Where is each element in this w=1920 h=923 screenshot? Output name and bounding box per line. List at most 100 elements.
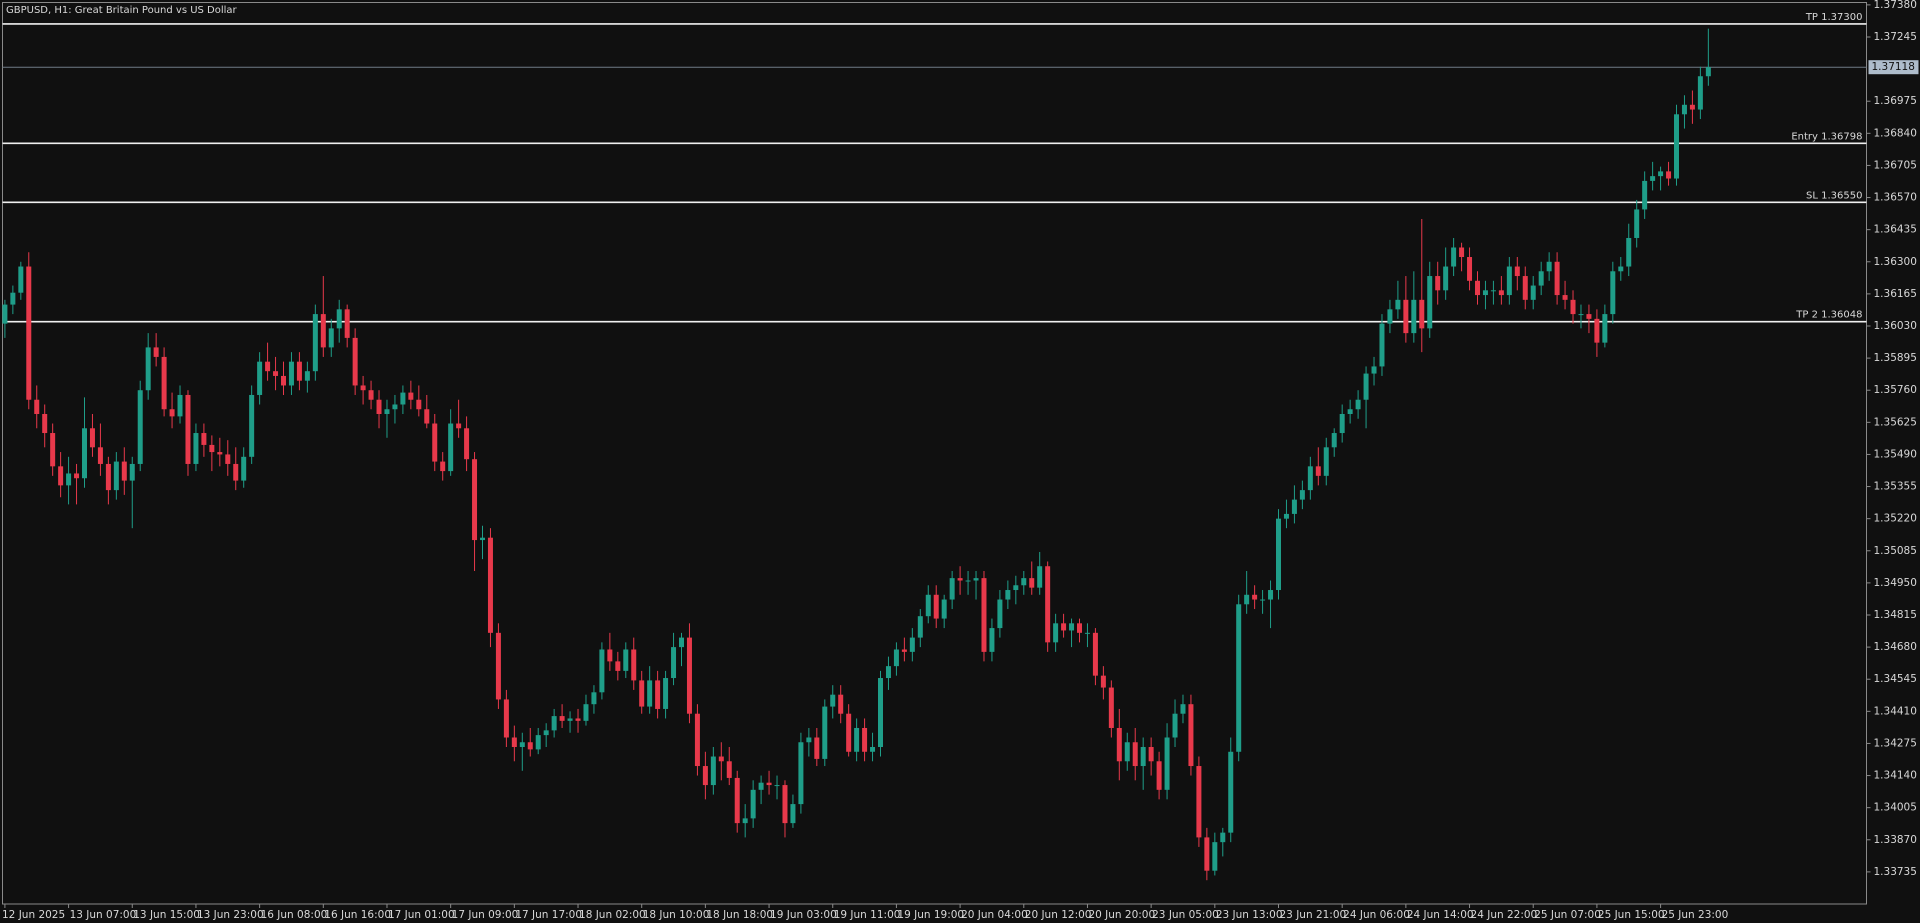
candle-body	[472, 459, 478, 541]
y-tick-label: 1.35355	[1874, 481, 1917, 493]
candle-body	[1610, 271, 1616, 315]
y-tick-label: 1.34140	[1874, 770, 1917, 782]
candle-body	[878, 678, 883, 748]
candle-body	[726, 761, 732, 778]
candle-body	[408, 392, 414, 400]
candle-body	[241, 456, 247, 481]
candle-body	[965, 580, 971, 582]
candle-body	[543, 730, 549, 736]
candle-body	[89, 428, 95, 448]
candle-body	[1331, 433, 1337, 448]
candle-body	[50, 433, 56, 467]
candle-body	[1411, 299, 1417, 334]
level-label: Entry 1.36798	[1791, 131, 1862, 142]
candle-body	[1459, 247, 1465, 258]
x-tick-label: 17 Jun 17:00	[515, 909, 582, 921]
candle-body	[288, 361, 294, 386]
candle-body	[1490, 290, 1496, 292]
x-tick-label: 16 Jun 16:00	[324, 909, 391, 921]
candle-body	[599, 649, 605, 693]
x-tick-label: 24 Jun 22:00	[1471, 909, 1538, 921]
candle-body	[1084, 632, 1090, 634]
y-tick-label: 1.34275	[1874, 737, 1917, 749]
candle-body	[790, 804, 796, 824]
candle-body	[169, 409, 175, 417]
candle-body	[352, 337, 358, 386]
candle-body	[217, 452, 223, 455]
candle-body	[1124, 742, 1130, 762]
candle-body	[1180, 704, 1186, 714]
candle-body	[344, 309, 350, 338]
candle-body	[519, 742, 525, 748]
candle-body	[376, 399, 382, 415]
y-tick-label: 1.35220	[1874, 513, 1917, 525]
candle-body	[1299, 490, 1305, 500]
candle-body	[503, 699, 509, 738]
candle-body	[774, 785, 780, 787]
candle-body	[440, 461, 446, 472]
candle-body	[1506, 266, 1512, 296]
chart-title: GBPUSD, H1: Great Britain Pound vs US Do…	[6, 5, 238, 16]
x-tick-label: 16 Jun 08:00	[261, 909, 328, 921]
x-tick-label: 23 Jun 13:00	[1216, 909, 1283, 921]
candle-body	[567, 718, 573, 721]
y-tick-label: 1.36435	[1874, 224, 1917, 236]
candle-body	[1092, 632, 1098, 676]
candle-body	[487, 537, 493, 633]
candle-body	[742, 818, 748, 824]
candle-body	[1451, 247, 1457, 267]
candle-body	[1116, 727, 1122, 762]
candle-body	[432, 423, 438, 462]
candle-body	[862, 727, 868, 752]
candle-body	[1307, 466, 1313, 491]
candle-body	[607, 649, 613, 662]
candle-body	[1347, 409, 1353, 415]
candle-body	[281, 375, 286, 386]
candle-body	[448, 423, 454, 472]
candle-body	[400, 392, 406, 405]
level-label: TP 2 1.36048	[1795, 310, 1862, 321]
candle-body	[416, 399, 422, 410]
candle-body	[1061, 623, 1067, 631]
x-tick-label: 24 Jun 14:00	[1407, 909, 1474, 921]
candle-body	[1666, 171, 1672, 179]
candle-body	[822, 706, 828, 759]
candle-body	[1291, 499, 1297, 514]
y-tick-label: 1.36975	[1874, 95, 1917, 107]
candle-body	[1021, 578, 1027, 586]
y-tick-label: 1.33735	[1874, 866, 1917, 878]
candle-body	[1570, 299, 1576, 315]
x-tick-label: 19 Jun 19:00	[897, 909, 964, 921]
candle-body	[1546, 261, 1552, 272]
candle-body	[957, 578, 963, 581]
candle-body	[1108, 687, 1114, 728]
candle-body	[1538, 271, 1544, 286]
candle-body	[296, 361, 302, 381]
candle-body	[312, 314, 318, 372]
candle-body	[1522, 276, 1528, 300]
candle-body	[631, 649, 637, 681]
candle-body	[1379, 323, 1385, 367]
candle-body	[925, 594, 931, 617]
y-tick-label: 1.34680	[1874, 641, 1917, 653]
candle-body	[177, 394, 183, 417]
candle-body	[1650, 176, 1656, 181]
candle-body	[615, 661, 621, 671]
candle-body	[273, 371, 279, 376]
candle-body	[336, 309, 342, 329]
candle-body	[360, 385, 366, 391]
candle-body	[846, 713, 852, 752]
candle-body	[1618, 266, 1624, 272]
candle-body	[1053, 623, 1059, 643]
y-tick-label: 1.34815	[1874, 609, 1917, 621]
candle-body	[233, 463, 239, 481]
y-tick-label: 1.35625	[1874, 416, 1917, 428]
candle-body	[1594, 318, 1600, 343]
candle-body	[1244, 594, 1250, 605]
candle-body	[686, 637, 692, 714]
candle-body	[1069, 623, 1075, 631]
candle-body	[655, 680, 661, 709]
candle-body	[328, 328, 334, 348]
